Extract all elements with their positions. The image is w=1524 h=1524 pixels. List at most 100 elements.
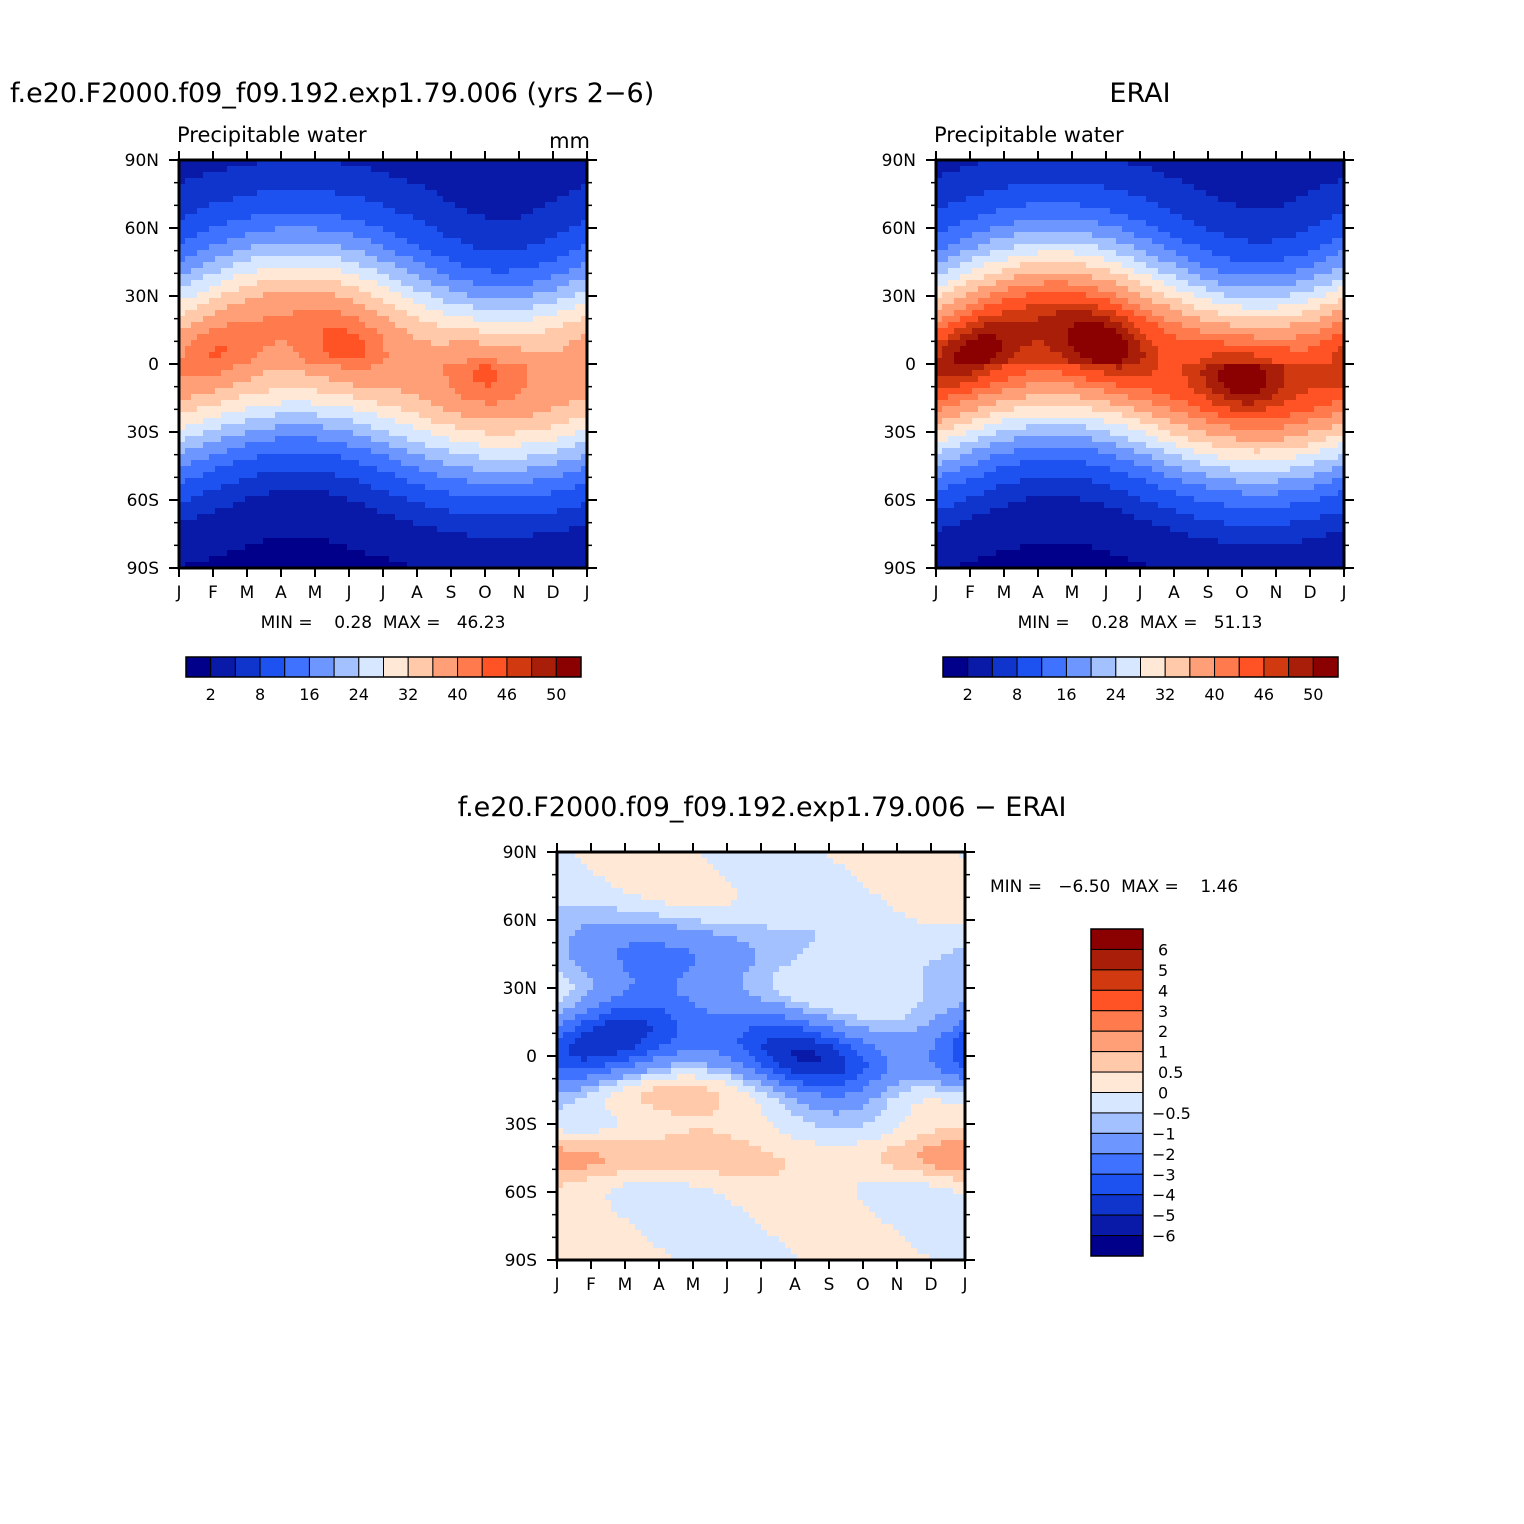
field-cell (269, 232, 276, 239)
field-cell (311, 370, 318, 377)
field-cell (461, 184, 468, 191)
field-cell (203, 196, 210, 203)
field-cell (449, 436, 456, 443)
field-cell (341, 274, 348, 281)
field-cell (437, 562, 444, 569)
field-cell (515, 244, 522, 251)
field-cell (401, 388, 408, 395)
field-cell (389, 226, 396, 233)
field-cell (347, 448, 354, 455)
field-cell (383, 514, 390, 521)
field-cell (419, 334, 426, 341)
field-cell (179, 370, 186, 377)
field-cell (329, 226, 336, 233)
field-cell (305, 358, 312, 365)
field-cell (209, 244, 216, 251)
field-cell (569, 358, 576, 365)
field-cell (383, 298, 390, 305)
field-cell (473, 274, 480, 281)
field-cell (353, 340, 360, 347)
field-cell (527, 412, 534, 419)
field-cell (233, 502, 240, 509)
field-cell (575, 208, 582, 215)
field-cell (245, 238, 252, 245)
field-cell (449, 544, 456, 551)
field-cell (323, 256, 330, 263)
field-cell (515, 196, 522, 203)
field-cell (455, 424, 462, 431)
field-cell (467, 238, 474, 245)
field-cell (275, 376, 282, 383)
field-cell (407, 280, 414, 287)
field-cell (347, 280, 354, 287)
field-cell (515, 376, 522, 383)
field-cell (419, 418, 426, 425)
field-cell (305, 406, 312, 413)
field-cell (377, 544, 384, 551)
field-cell (221, 544, 228, 551)
field-cell (233, 466, 240, 473)
field-cell (257, 526, 264, 533)
field-cell (341, 304, 348, 311)
field-cell (515, 520, 522, 527)
field-cell (371, 436, 378, 443)
field-cell (437, 466, 444, 473)
field-cell (359, 334, 366, 341)
field-cell (1224, 160, 1231, 167)
field-cell (281, 226, 288, 233)
field-cell (389, 532, 396, 539)
field-cell (311, 388, 318, 395)
field-cell (539, 298, 546, 305)
field-cell (1086, 166, 1093, 173)
field-cell (461, 496, 468, 503)
field-cell (191, 274, 198, 281)
field-cell (527, 394, 534, 401)
field-cell (503, 394, 510, 401)
field-cell (563, 184, 570, 191)
colorbar-swatch (407, 656, 434, 678)
field-cell (1110, 166, 1117, 173)
field-cell (311, 496, 318, 503)
field-cell (335, 460, 342, 467)
field-cell (521, 454, 528, 461)
field-cell (317, 376, 324, 383)
field-cell (449, 268, 456, 275)
field-cell (365, 484, 372, 491)
field-cell (545, 238, 552, 245)
field-cell (293, 334, 300, 341)
field-cell (569, 484, 576, 491)
field-cell (257, 430, 264, 437)
field-cell (413, 244, 420, 251)
field-cell (1182, 178, 1189, 185)
field-cell (557, 460, 564, 467)
field-cell (365, 220, 372, 227)
field-cell (239, 280, 246, 287)
field-cell (335, 208, 342, 215)
field-cell (377, 244, 384, 251)
field-cell (251, 454, 258, 461)
field-cell (419, 544, 426, 551)
field-cell (317, 562, 324, 569)
field-cell (497, 310, 504, 317)
field-cell (293, 304, 300, 311)
field-cell (179, 442, 186, 449)
field-cell (287, 190, 294, 197)
field-cell (431, 196, 438, 203)
field-cell (227, 394, 234, 401)
field-cell (443, 514, 450, 521)
field-cell (383, 310, 390, 317)
field-cell (179, 256, 186, 263)
field-cell (287, 286, 294, 293)
field-cell (227, 244, 234, 251)
field-cell (233, 340, 240, 347)
field-cell (473, 442, 480, 449)
field-cell (515, 166, 522, 173)
field-cell (503, 190, 510, 197)
field-cell (581, 472, 588, 479)
field-cell (509, 442, 516, 449)
field-cell (545, 292, 552, 299)
field-cell (239, 334, 246, 341)
field-cell (383, 286, 390, 293)
field-cell (515, 490, 522, 497)
field-cell (437, 478, 444, 485)
